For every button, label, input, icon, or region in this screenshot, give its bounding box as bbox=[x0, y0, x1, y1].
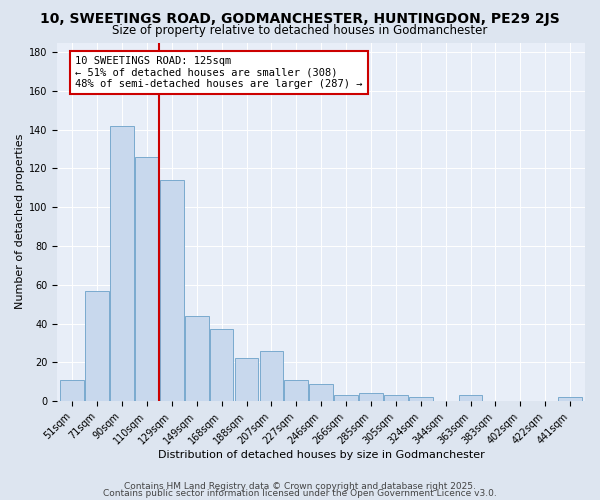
Text: Contains public sector information licensed under the Open Government Licence v3: Contains public sector information licen… bbox=[103, 488, 497, 498]
Bar bbox=[235, 358, 259, 401]
Bar bbox=[334, 396, 358, 401]
Text: Contains HM Land Registry data © Crown copyright and database right 2025.: Contains HM Land Registry data © Crown c… bbox=[124, 482, 476, 491]
Bar bbox=[185, 316, 209, 401]
Bar bbox=[135, 157, 159, 401]
Bar bbox=[110, 126, 134, 401]
Bar bbox=[61, 380, 84, 401]
Y-axis label: Number of detached properties: Number of detached properties bbox=[15, 134, 25, 310]
X-axis label: Distribution of detached houses by size in Godmanchester: Distribution of detached houses by size … bbox=[158, 450, 485, 460]
Bar bbox=[409, 397, 433, 401]
Bar bbox=[210, 330, 233, 401]
Bar bbox=[160, 180, 184, 401]
Bar bbox=[85, 290, 109, 401]
Bar bbox=[384, 396, 407, 401]
Text: 10, SWEETINGS ROAD, GODMANCHESTER, HUNTINGDON, PE29 2JS: 10, SWEETINGS ROAD, GODMANCHESTER, HUNTI… bbox=[40, 12, 560, 26]
Text: 10 SWEETINGS ROAD: 125sqm
← 51% of detached houses are smaller (308)
48% of semi: 10 SWEETINGS ROAD: 125sqm ← 51% of detac… bbox=[75, 56, 362, 90]
Bar bbox=[284, 380, 308, 401]
Bar bbox=[558, 397, 582, 401]
Bar bbox=[458, 396, 482, 401]
Bar bbox=[359, 394, 383, 401]
Bar bbox=[260, 350, 283, 401]
Text: Size of property relative to detached houses in Godmanchester: Size of property relative to detached ho… bbox=[112, 24, 488, 37]
Bar bbox=[310, 384, 333, 401]
